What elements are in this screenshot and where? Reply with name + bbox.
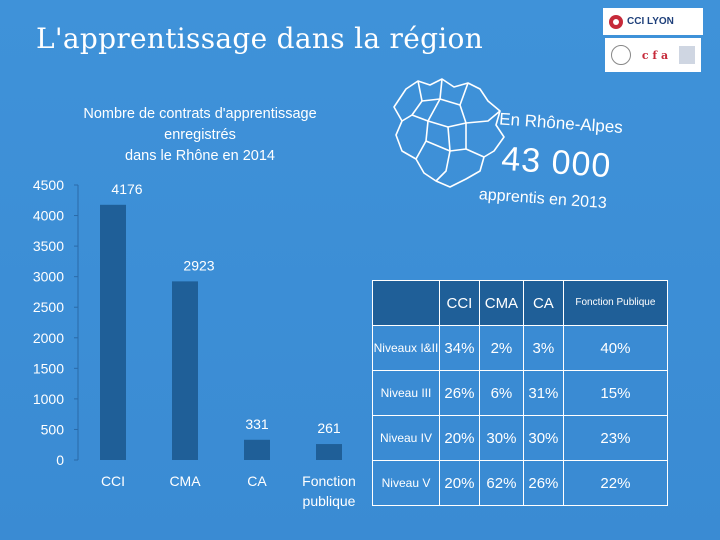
row-label: Niveau III — [372, 370, 440, 416]
table-cell: 30% — [522, 415, 564, 461]
bar — [172, 281, 198, 460]
row-label: Niveau IV — [372, 415, 440, 461]
logo-text: CCI LYON — [627, 16, 674, 27]
table-cell: 31% — [522, 370, 564, 416]
highlight-region: En Rhône-Alpes — [498, 109, 624, 137]
level-breakdown-table: CCI CMA CA Fonction Publique Niveaux I&I… — [372, 280, 669, 506]
bar — [316, 444, 342, 460]
cci-logo-icon — [609, 14, 623, 29]
partner-logos: c f a — [605, 38, 701, 72]
y-tick-label: 4000 — [33, 208, 64, 224]
table-cell: 26% — [439, 370, 480, 416]
x-tick-label: publique — [303, 493, 356, 509]
table-cell: 3% — [522, 325, 564, 371]
y-tick-label: 2000 — [33, 330, 64, 346]
x-tick-label: CMA — [169, 473, 201, 489]
table-cell: 2% — [478, 325, 524, 371]
table-cell: 34% — [439, 325, 480, 371]
table-row: Niveau V 20% 62% 26% 22% — [372, 460, 669, 506]
y-tick-label: 1000 — [33, 391, 64, 407]
chart-title-line: enregistrés — [164, 127, 236, 143]
table-corner — [372, 280, 440, 326]
table-header-row: CCI CMA CA Fonction Publique — [372, 280, 669, 326]
slide-title: L'apprentissage dans la région — [36, 22, 484, 55]
table-row: Niveau III 26% 6% 31% 15% — [372, 370, 669, 416]
x-tick-label: Fonction — [302, 473, 356, 489]
table-cell: 30% — [478, 415, 524, 461]
partner-seal-icon — [610, 45, 631, 65]
chart-title: Nombre de contrats d'apprentissage enreg… — [40, 104, 360, 167]
table-col-ca: CA — [522, 280, 564, 326]
y-tick-label: 0 — [56, 452, 64, 468]
table-col-cci: CCI — [439, 280, 480, 326]
row-label: Niveaux I&II — [372, 325, 440, 371]
x-tick-label: CCI — [101, 473, 125, 489]
y-tick-label: 3500 — [33, 238, 64, 254]
rhone-alpes-map — [393, 78, 505, 188]
table-cell: 40% — [562, 325, 669, 371]
partner-flag-icon — [679, 46, 696, 64]
x-tick-label: CA — [247, 473, 267, 489]
bar — [100, 204, 126, 460]
y-tick-label: 4500 — [33, 177, 64, 193]
table-row: Niveaux I&II 34% 2% 3% 40% — [372, 325, 669, 371]
table-row: Niveau IV 20% 30% 30% 23% — [372, 415, 669, 461]
table-col-cma: CMA — [478, 280, 524, 326]
table-cell: 26% — [522, 460, 564, 506]
table-cell: 23% — [562, 415, 669, 461]
cci-lyon-logo: CCI LYON — [603, 8, 703, 35]
rhone-alpes-highlight: En Rhône-Alpes 43 000 apprentis en 2013 — [478, 108, 650, 212]
cfa-logo-icon: c f a — [641, 48, 669, 62]
chart-title-line: Nombre de contrats d'apprentissage — [83, 106, 317, 122]
highlight-caption: apprentis en 2013 — [478, 186, 608, 213]
table-col-fonction-publique: Fonction Publique — [562, 280, 669, 326]
data-label: 331 — [245, 416, 269, 432]
highlight-value: 43 000 — [500, 139, 613, 186]
table-cell: 15% — [562, 370, 669, 416]
table-cell: 20% — [439, 460, 480, 506]
row-label: Niveau V — [372, 460, 440, 506]
table-cell: 22% — [562, 460, 669, 506]
table-cell: 6% — [478, 370, 524, 416]
y-tick-label: 1500 — [33, 360, 64, 376]
data-label: 4176 — [111, 181, 142, 197]
chart-title-line: dans le Rhône en 2014 — [125, 148, 275, 164]
table-cell: 62% — [478, 460, 524, 506]
bar-chart: 0 500 1000 1500 2000 2500 3000 3500 4000 4500 4176… — [33, 177, 356, 509]
data-label: 261 — [317, 420, 341, 436]
bar — [244, 439, 270, 460]
table-cell: 20% — [439, 415, 480, 461]
y-tick-label: 3000 — [33, 269, 64, 285]
y-tick-label: 500 — [41, 421, 65, 437]
y-tick-label: 2500 — [33, 299, 64, 315]
data-label: 2923 — [183, 257, 214, 273]
